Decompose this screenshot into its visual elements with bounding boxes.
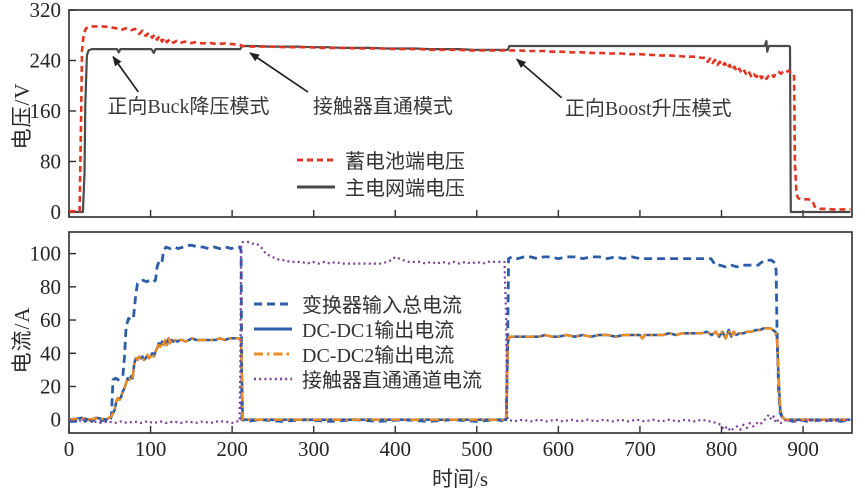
series-contactor-channel-current <box>68 240 851 433</box>
y-tick-label: 80 <box>40 275 61 299</box>
legend-item-battery-voltage: 蓄电池端电压 <box>296 146 465 173</box>
legend-label: 接触器直通通道电流 <box>302 370 482 392</box>
legend-label: 蓄电池端电压 <box>345 151 465 173</box>
voltage-plot: 0 80 160 240 320 <box>30 0 853 224</box>
y-tick-label: 0 <box>51 408 62 432</box>
legend-swatch-dcdc2-output-current <box>254 352 292 355</box>
legend-swatch-dcdc1-output-current <box>254 327 292 330</box>
series-dcdc2-output-current <box>68 327 851 421</box>
contactor-mode-arrow <box>249 52 309 93</box>
y-tick-label: 20 <box>40 374 61 398</box>
y-tick-label: 0 <box>51 200 62 224</box>
legend-label: 变换器输入总电流 <box>302 295 462 317</box>
x-tick-label: 400 <box>380 437 412 461</box>
legend-item-converter-input-current: 变换器输入总电流 <box>253 291 482 317</box>
y-tick-label: 240 <box>30 48 62 72</box>
x-tick-label: 300 <box>298 437 330 461</box>
y-tick-label: 160 <box>30 99 62 123</box>
legend-item-dcdc1-output-current: DC-DC1输出电流 <box>253 316 482 342</box>
x-tick-label: 100 <box>135 437 167 461</box>
plot-frame <box>68 9 853 218</box>
legend-item-grid-voltage: 主电网端电压 <box>296 173 465 200</box>
current-plot: 0 100 200 300 400 500 600 700 800 900 0 20 40 60 80 100 <box>30 231 853 461</box>
y-tick-label: 100 <box>30 242 62 266</box>
voltage-legend: 蓄电池端电压 主电网端电压 <box>296 146 465 200</box>
x-tick-label: 700 <box>624 437 656 461</box>
x-tick-label: 500 <box>461 437 493 461</box>
legend-label: DC-DC2输出电流 <box>302 345 455 367</box>
x-tick-label: 900 <box>787 437 819 461</box>
legend-label: 主电网端电压 <box>345 178 465 200</box>
x-tick-label: 800 <box>706 437 738 461</box>
legend-swatch-battery-voltage <box>297 158 335 161</box>
y-tick-label: 40 <box>40 341 61 365</box>
buck-mode-arrow <box>112 55 140 93</box>
x-tick-label: 200 <box>216 437 248 461</box>
plot-frame <box>68 231 853 434</box>
x-tick-label: 600 <box>543 437 575 461</box>
current-legend: 变换器输入总电流 DC-DC1输出电流 DC-DC2输出电流接触器直通通道电流 <box>253 291 482 392</box>
bottom-y-axis-title: 电流/A <box>10 306 34 374</box>
boost-mode-arrow <box>516 58 563 99</box>
x-tick-label: 0 <box>64 437 75 461</box>
x-axis-title: 时间/s <box>431 467 488 491</box>
legend-item-contactor-channel-current: 接触器直通通道电流 <box>253 366 482 392</box>
boost-mode-label: 正向Boost升压模式 <box>564 98 732 121</box>
legend-swatch-grid-voltage <box>297 185 335 188</box>
contactor-mode-label: 接触器直通模式 <box>312 96 453 119</box>
y-tick-label: 80 <box>40 149 61 173</box>
legend-label: DC-DC1输出电流 <box>302 320 455 342</box>
legend-item-dcdc2-output-current: DC-DC2输出电流 <box>253 341 482 367</box>
y-tick-label: 60 <box>40 308 61 332</box>
buck-mode-label: 正向Buck降压模式 <box>107 96 270 119</box>
top-y-axis-title: 电压/V <box>10 82 34 150</box>
legend-swatch-converter-input-current <box>254 302 292 305</box>
y-tick-label: 320 <box>30 0 62 22</box>
legend-swatch-contactor-channel-current <box>254 377 292 380</box>
